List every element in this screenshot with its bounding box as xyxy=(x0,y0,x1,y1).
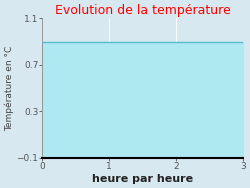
Y-axis label: Température en °C: Température en °C xyxy=(4,45,14,131)
Title: Evolution de la température: Evolution de la température xyxy=(55,4,231,17)
X-axis label: heure par heure: heure par heure xyxy=(92,174,193,184)
